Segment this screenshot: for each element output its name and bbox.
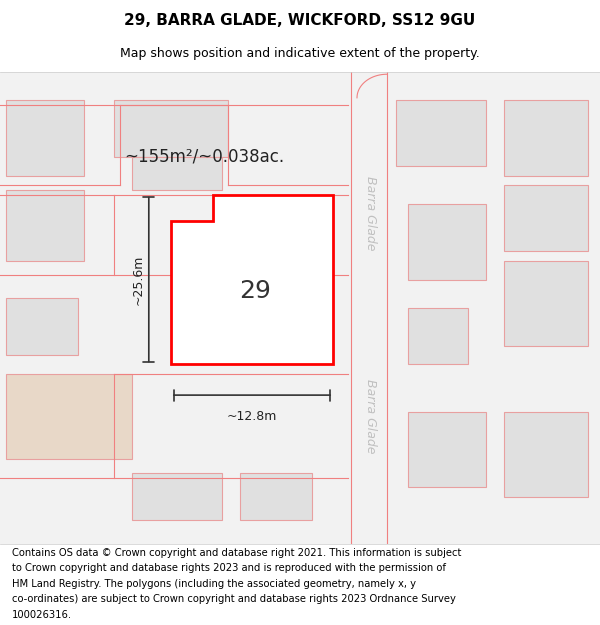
Bar bbox=[408, 412, 486, 487]
Bar bbox=[504, 261, 588, 346]
Bar bbox=[396, 100, 486, 166]
Bar bbox=[132, 157, 222, 190]
Bar bbox=[6, 190, 84, 261]
Bar bbox=[504, 185, 588, 251]
Text: Map shows position and indicative extent of the property.: Map shows position and indicative extent… bbox=[120, 48, 480, 61]
Text: ~12.8m: ~12.8m bbox=[227, 410, 277, 423]
Bar bbox=[6, 298, 78, 355]
Text: 29, BARRA GLADE, WICKFORD, SS12 9GU: 29, BARRA GLADE, WICKFORD, SS12 9GU bbox=[124, 12, 476, 28]
Bar bbox=[408, 204, 486, 279]
Bar bbox=[6, 374, 132, 459]
Text: Contains OS data © Crown copyright and database right 2021. This information is : Contains OS data © Crown copyright and d… bbox=[12, 548, 461, 558]
Text: ~25.6m: ~25.6m bbox=[131, 254, 145, 304]
Text: 29: 29 bbox=[239, 279, 271, 303]
Text: Barra Glade: Barra Glade bbox=[364, 176, 377, 251]
Bar bbox=[408, 308, 468, 364]
Bar bbox=[504, 100, 588, 176]
Bar bbox=[240, 473, 312, 520]
Bar bbox=[132, 473, 222, 520]
Bar bbox=[114, 100, 228, 157]
Text: ~155m²/~0.038ac.: ~155m²/~0.038ac. bbox=[124, 148, 284, 166]
Bar bbox=[6, 100, 84, 176]
Text: 100026316.: 100026316. bbox=[12, 609, 72, 619]
Text: to Crown copyright and database rights 2023 and is reproduced with the permissio: to Crown copyright and database rights 2… bbox=[12, 563, 446, 573]
Text: co-ordinates) are subject to Crown copyright and database rights 2023 Ordnance S: co-ordinates) are subject to Crown copyr… bbox=[12, 594, 456, 604]
Text: Barra Glade: Barra Glade bbox=[364, 379, 377, 454]
Text: HM Land Registry. The polygons (including the associated geometry, namely x, y: HM Land Registry. The polygons (includin… bbox=[12, 579, 416, 589]
Bar bbox=[504, 412, 588, 496]
Polygon shape bbox=[171, 194, 333, 364]
